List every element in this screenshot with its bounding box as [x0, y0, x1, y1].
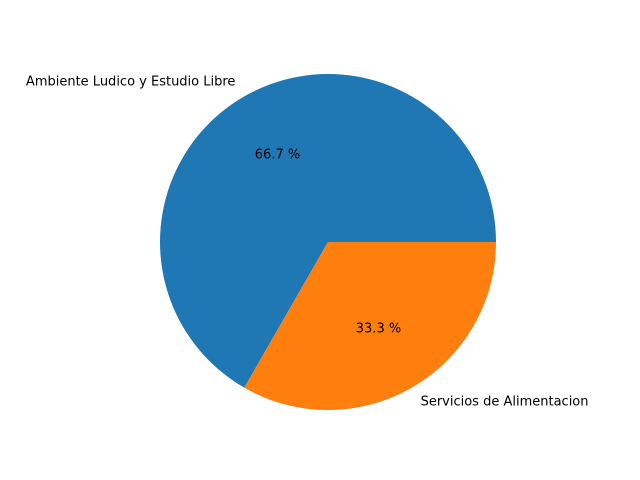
pie-slices — [159, 74, 496, 411]
pie-slice-0 — [159, 74, 496, 388]
slice-label-0: Ambiente Ludico y Estudio Libre — [26, 75, 236, 90]
pie-slice-1 — [244, 242, 496, 411]
pie-labels: Ambiente Ludico y Estudio Libre 66.7 % Ser… — [26, 75, 589, 410]
slice-percent-1: 33.3 % — [356, 322, 401, 337]
slice-label-1: Servicios de Alimentacion — [421, 394, 589, 409]
slice-percent-0: 66.7 % — [255, 147, 300, 162]
